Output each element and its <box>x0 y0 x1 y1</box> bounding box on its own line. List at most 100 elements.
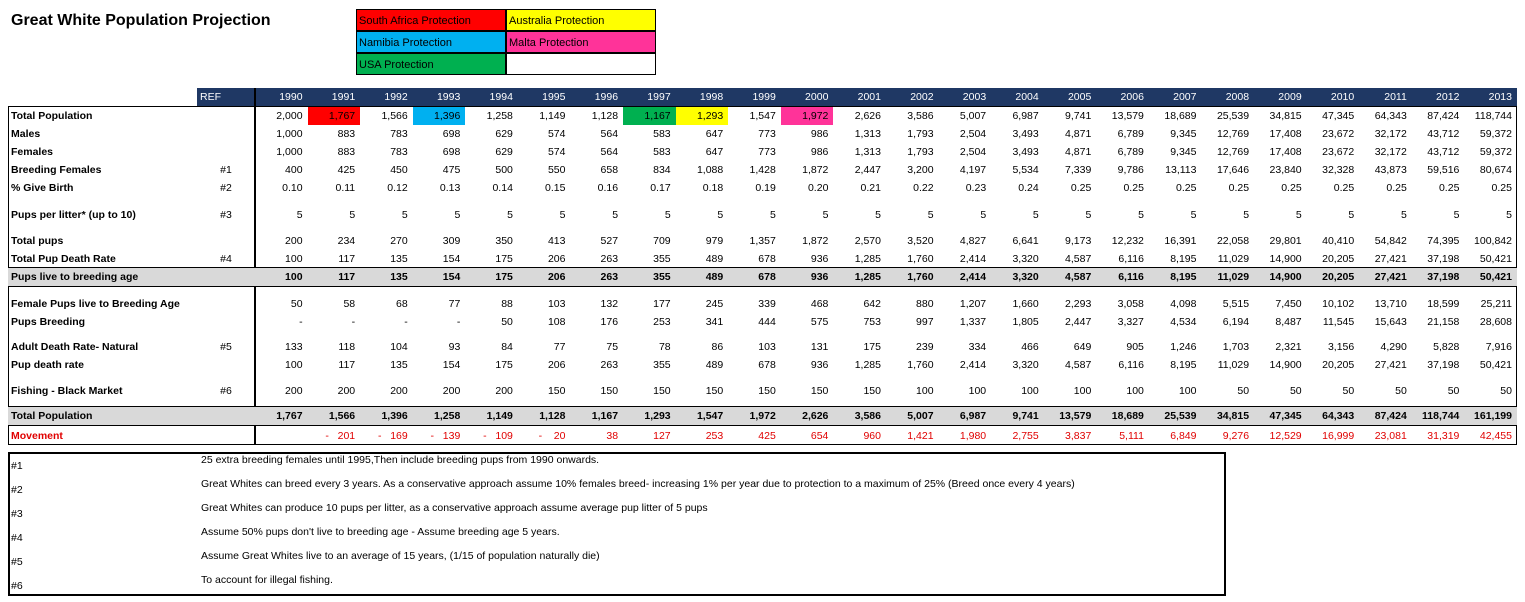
cell-value: 5 <box>1295 209 1302 221</box>
note-text: Great Whites can breed every 3 years. As… <box>201 478 1075 490</box>
cell-value: 75 <box>606 341 619 353</box>
cell-value: 1,000 <box>276 128 303 140</box>
cell-value: 3,200 <box>907 164 934 176</box>
cell-value: 103 <box>758 341 776 353</box>
cell-value: 150 <box>653 385 671 397</box>
year-header: 1996 <box>594 91 619 103</box>
cell-value: - <box>299 316 303 328</box>
note-ref: #1 <box>11 460 23 472</box>
cell-value: 50 <box>1500 385 1512 397</box>
cell-value: 5 <box>559 209 566 221</box>
cell-value: 21,158 <box>1427 316 1460 328</box>
cell-value: 5 <box>822 209 829 221</box>
cell-value: 0.17 <box>650 182 671 194</box>
year-header: 1990 <box>279 91 303 103</box>
cell-value: 5 <box>980 209 987 221</box>
cell-value: 1,980 <box>959 430 987 442</box>
cell-value: 936 <box>810 253 829 265</box>
row-label: Breeding Females <box>11 164 102 176</box>
cell-value: 54,842 <box>1374 235 1407 247</box>
cell-value: 2,504 <box>959 146 987 158</box>
sheet-title: Great White Population Projection <box>11 12 271 29</box>
cell-value: 6,194 <box>1222 316 1250 328</box>
cell-value: 100 <box>285 271 303 283</box>
cell-value: 1,149 <box>486 410 513 422</box>
note-text: Great Whites can produce 10 pups per lit… <box>201 502 708 514</box>
cell-value: 527 <box>600 235 619 247</box>
cell-value: 108 <box>547 316 566 328</box>
cell-value: 753 <box>863 316 881 328</box>
cell-value: 18,689 <box>1111 410 1144 422</box>
cell-value: 5 <box>1138 209 1144 221</box>
cell-value: 5 <box>454 209 461 221</box>
cell-value: 16,999 <box>1322 430 1355 442</box>
cell-value: 1,547 <box>696 410 724 422</box>
cell-value: 7,339 <box>1065 164 1092 176</box>
cell-value: 5 <box>507 209 513 221</box>
cell-value: 1,258 <box>434 410 461 422</box>
cell-value: 3,058 <box>1117 298 1144 310</box>
year-header: 2013 <box>1488 91 1512 103</box>
cell-value: 206 <box>547 271 566 283</box>
cell-value: - <box>404 316 408 328</box>
cell-value: 5,534 <box>1012 164 1039 176</box>
cell-value: 59,516 <box>1427 164 1460 176</box>
cell-value: 150 <box>810 385 829 397</box>
cell-value: - 139 <box>430 430 461 442</box>
cell-value: 176 <box>600 316 619 328</box>
cell-value: 200 <box>390 385 408 397</box>
cell-value: 936 <box>810 359 829 371</box>
year-header: 1991 <box>331 91 356 103</box>
cell-value: 654 <box>810 430 829 442</box>
cell-value: 0.22 <box>913 182 934 194</box>
cell-value: 13,579 <box>1059 410 1092 422</box>
cell-value: 0.25 <box>1333 182 1355 194</box>
cell-value: 678 <box>758 271 776 283</box>
year-header: 2009 <box>1278 91 1302 103</box>
cell-value: 0.11 <box>335 182 356 194</box>
cell-value: 4,098 <box>1170 298 1197 310</box>
cell-value: 118 <box>338 341 356 353</box>
cell-value: 31,319 <box>1427 430 1460 442</box>
cell-value: 17,646 <box>1216 164 1250 176</box>
legend-item: Malta Protection <box>506 31 656 53</box>
row-label: Total Pup Death Rate <box>11 253 116 265</box>
cell-value: 2,000 <box>276 110 303 122</box>
cell-value: 0.13 <box>439 182 461 194</box>
cell-value: 27,421 <box>1374 253 1407 265</box>
year-header: 2001 <box>857 91 881 103</box>
cell-value: 1,285 <box>854 359 881 371</box>
year-header: 1997 <box>647 91 671 103</box>
cell-value: 200 <box>442 385 461 397</box>
cell-value: 25,539 <box>1164 410 1197 422</box>
cell-value: 200 <box>285 235 303 247</box>
cell-value: 1,246 <box>1170 341 1197 353</box>
cell-value: 5 <box>1506 209 1512 221</box>
cell-value: 131 <box>810 341 829 353</box>
cell-value: 154 <box>442 359 461 371</box>
cell-value: 20,205 <box>1322 253 1355 265</box>
cell-value: 23,672 <box>1322 128 1355 140</box>
cell-value: 100 <box>1178 385 1197 397</box>
cell-value: 100 <box>285 253 303 265</box>
cell-value: 206 <box>547 359 566 371</box>
cell-value: 8,195 <box>1170 253 1197 265</box>
cell-value: 1,167 <box>623 107 676 125</box>
cell-value: 3,493 <box>1012 146 1039 158</box>
cell-value: 3,837 <box>1065 430 1092 442</box>
cell-value: 154 <box>442 271 461 283</box>
cell-value: 2,447 <box>854 164 881 176</box>
cell-value: 6,987 <box>959 410 987 422</box>
cell-value: 245 <box>705 298 724 310</box>
cell-value: 42,455 <box>1479 430 1512 442</box>
note-text: 25 extra breeding females until 1995,The… <box>201 454 600 466</box>
cell-value: 2,570 <box>854 235 881 247</box>
cell-value: 1,421 <box>907 430 934 442</box>
cell-value: 0.16 <box>597 182 619 194</box>
cell-value: 9,741 <box>1012 410 1039 422</box>
cell-value: 9,345 <box>1170 128 1197 140</box>
cell-value: 104 <box>390 341 408 353</box>
legend-item: USA Protection <box>356 53 506 75</box>
cell-value: 58 <box>343 298 356 310</box>
